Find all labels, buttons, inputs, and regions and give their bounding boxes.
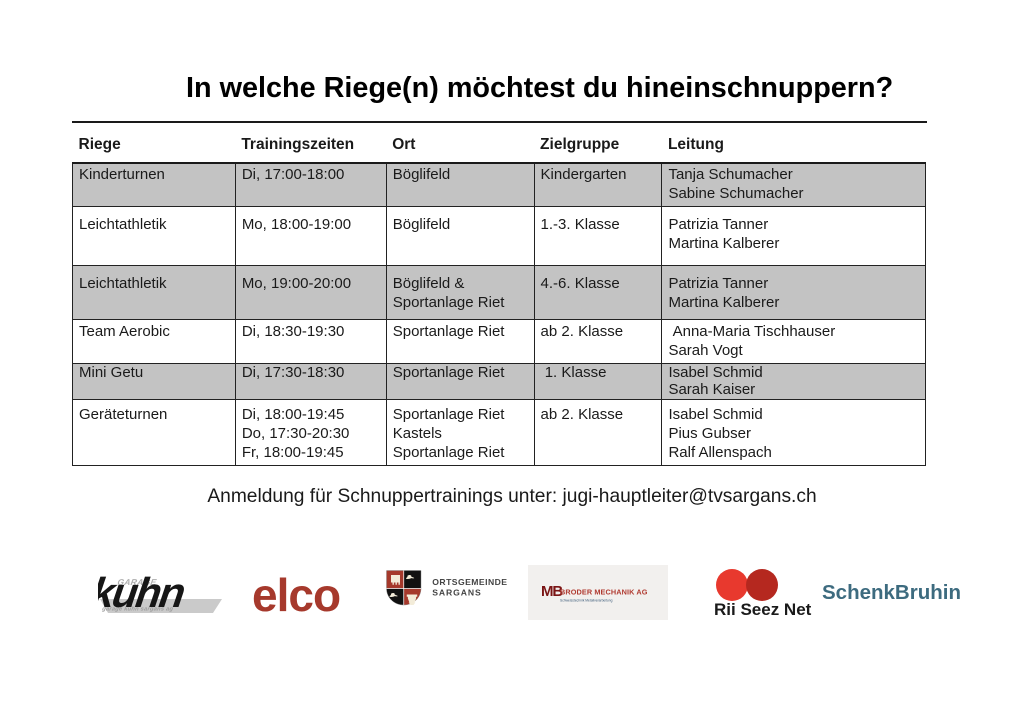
svg-text:Schweisstechnik Metallverarbei: Schweisstechnik Metallverarbeitung — [560, 599, 613, 603]
svg-text:SARGANS: SARGANS — [432, 587, 481, 597]
svg-text:Rii Seez Net: Rii Seez Net — [714, 600, 812, 619]
svg-text:BRODER MECHANIK AG: BRODER MECHANIK AG — [560, 588, 648, 597]
svg-text:garage kuhn sargans ag: garage kuhn sargans ag — [101, 607, 174, 613]
svg-text:ORTSGEMEINDE: ORTSGEMEINDE — [432, 577, 507, 587]
